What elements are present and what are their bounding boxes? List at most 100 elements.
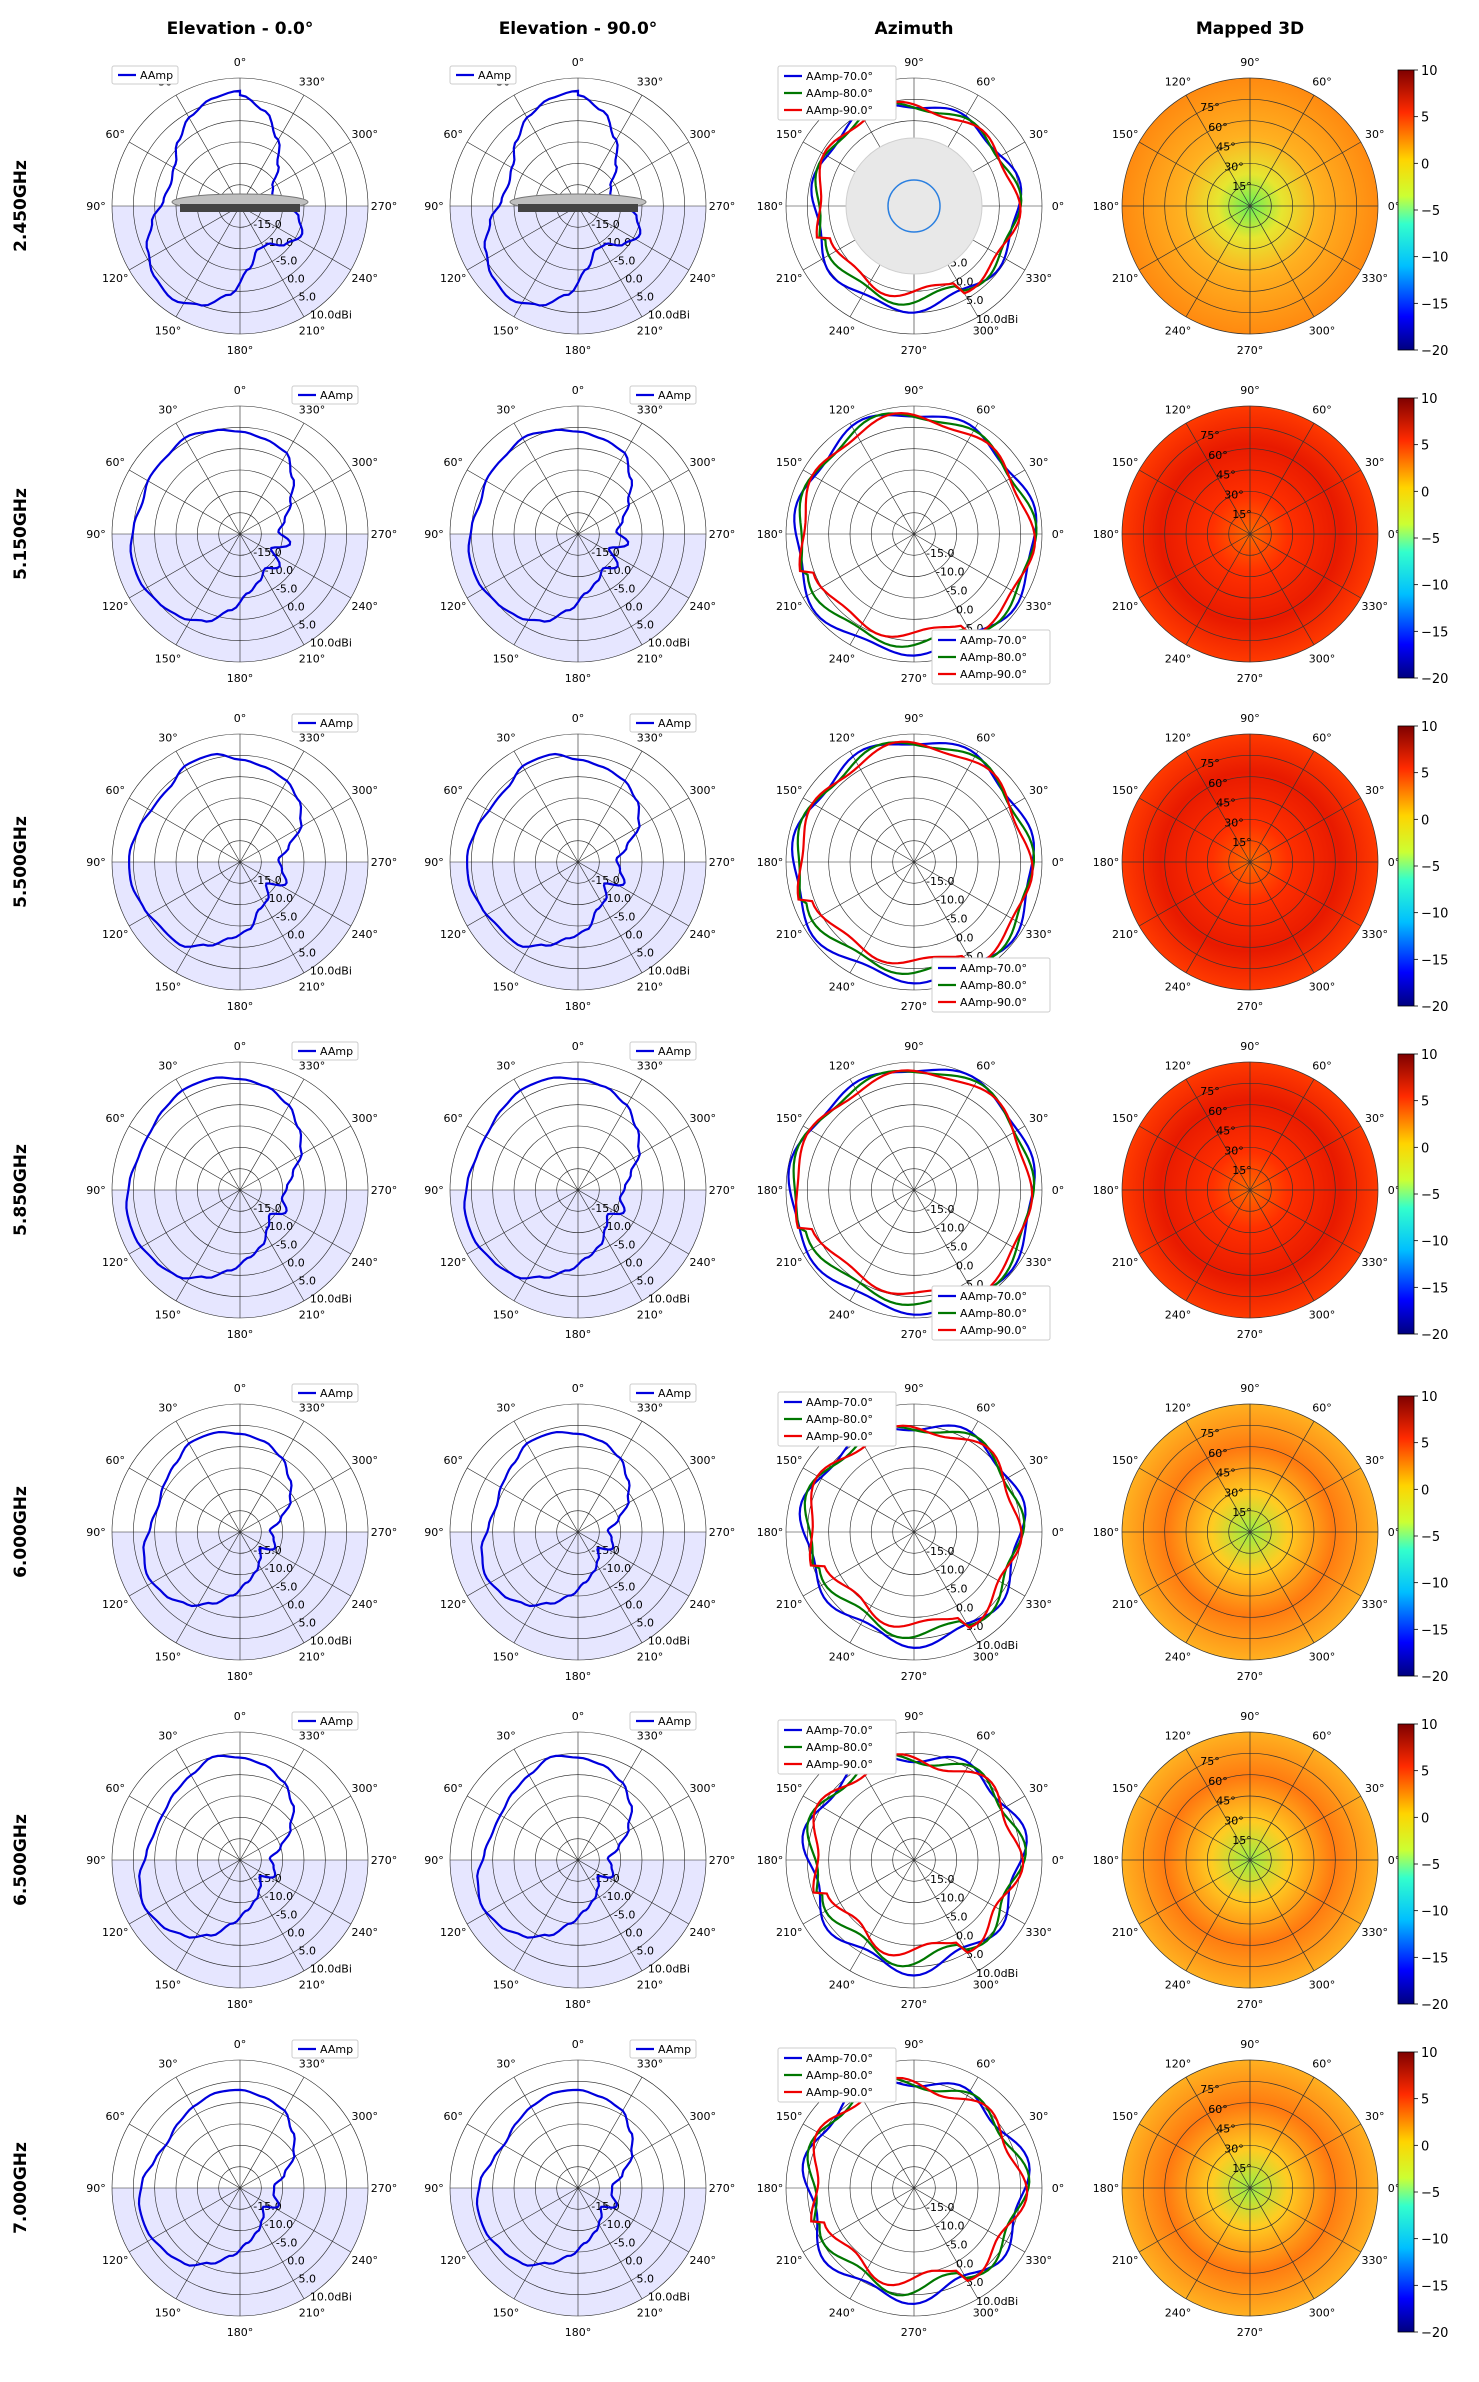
angle-tick-label: 270° (1237, 344, 1264, 357)
radial-tick-label: -5.0 (614, 1908, 635, 1921)
angle-tick-label: 270° (709, 200, 736, 213)
radial-tick-label: 0.0 (625, 272, 643, 285)
angle-tick-label: 330° (637, 75, 664, 88)
angle-tick-label: 180° (227, 2326, 254, 2339)
angle-tick-label: 180° (1093, 1184, 1120, 1197)
angle-tick-label: 270° (709, 528, 736, 541)
grid-spoke (128, 797, 241, 863)
angle-tick-label: 120° (440, 272, 467, 285)
legend-label: AAmp-80.0° (806, 87, 873, 100)
angle-tick-label: 180° (1093, 200, 1120, 213)
grid-spoke (513, 1859, 579, 1972)
angle-tick-label: 30° (158, 1401, 178, 1414)
legend-label: AAmp-90.0° (960, 1324, 1027, 1337)
angle-tick-label: 90° (1240, 1710, 1260, 1723)
grid-spoke (128, 1467, 241, 1533)
angle-tick-label: 330° (1361, 1256, 1388, 1269)
angle-tick-label: 150° (155, 1309, 182, 1322)
grid-spoke (128, 2123, 241, 2189)
colorbar-tick-label: −15 (1421, 297, 1448, 312)
colorbar-tick-label: 10 (1421, 720, 1438, 735)
grid-spoke (466, 1795, 579, 1861)
angle-tick-label: 240° (689, 2254, 716, 2267)
radial-tick-label: -10.0 (936, 566, 964, 579)
row-frequency-label: 6.000GHz (11, 1486, 31, 1578)
elevation-panel: 0°30°60°90°120°150°180°210°240°270°300°3… (86, 1382, 397, 1683)
grid-spoke (849, 533, 915, 646)
grid-spoke (175, 750, 241, 863)
grid-spoke (802, 1531, 915, 1597)
grid-spoke (1249, 2187, 1362, 2253)
grid-spoke (1185, 1420, 1251, 1533)
legend-label: AAmp-90.0° (806, 104, 873, 117)
angle-tick-label: 180° (1093, 2182, 1120, 2195)
angle-tick-label: 60° (976, 2057, 996, 2070)
angle-tick-label: 120° (102, 600, 129, 613)
theta-tick-label: 75° (1200, 1427, 1220, 1440)
angle-tick-label: 330° (637, 1401, 664, 1414)
colorbar-tick-label: −20 (1421, 1000, 1448, 1015)
grid-spoke (239, 750, 305, 863)
angle-tick-label: 0° (1388, 1854, 1401, 1867)
angle-tick-label: 270° (901, 1000, 928, 1013)
legend-label: AAmp-80.0° (960, 1307, 1027, 1320)
radial-tick-label: -10.0 (603, 892, 631, 905)
radial-tick-label: 5.0 (299, 290, 317, 303)
grid-spoke (513, 2076, 579, 2189)
angle-tick-label: 330° (1025, 928, 1052, 941)
angle-tick-label: 240° (689, 272, 716, 285)
elevation-panel: 0°30°60°90°120°150°180°210°240°270°300°3… (424, 56, 735, 357)
angle-tick-label: 270° (709, 1854, 736, 1867)
theta-tick-label: 60° (1208, 777, 1228, 790)
radial-tick-label: -5.0 (946, 1583, 967, 1596)
angle-tick-label: 330° (299, 2057, 326, 2070)
colorbar-tick-label: −15 (1421, 953, 1448, 968)
angle-tick-label: 0° (234, 2038, 247, 2051)
theta-tick-label: 30° (1224, 2142, 1244, 2155)
angle-tick-label: 270° (371, 528, 398, 541)
angle-tick-label: 120° (1165, 75, 1192, 88)
angle-tick-label: 30° (158, 731, 178, 744)
angle-tick-label: 150° (155, 2307, 182, 2320)
legend-label: AAmp-90.0° (806, 1430, 873, 1443)
grid-spoke (849, 1531, 915, 1644)
legend-box (629, 1041, 697, 1061)
radial-tick-label: 5.0 (637, 2272, 655, 2285)
grid-spoke (577, 861, 643, 974)
theta-tick-label: 45° (1216, 141, 1236, 154)
series-line-aamp-80 (806, 2076, 1031, 2297)
theta-tick-label: 15° (1232, 2162, 1252, 2175)
legend-box (629, 713, 697, 733)
angle-tick-label: 180° (1093, 856, 1120, 869)
radial-tick-label: 5.0 (299, 946, 317, 959)
legend-box (291, 1041, 359, 1061)
grid-spoke (1138, 533, 1251, 599)
grid-spoke (466, 2187, 579, 2253)
angle-tick-label: 0° (572, 2038, 585, 2051)
grid-spoke (913, 1189, 979, 1302)
angle-tick-label: 270° (901, 1998, 928, 2011)
angle-tick-label: 150° (493, 325, 520, 338)
angle-tick-label: 210° (1112, 1926, 1139, 1939)
azimuth-panel: 0°30°60°90°120°150°180°210°240°270°300°3… (757, 56, 1065, 357)
angle-tick-label: 210° (299, 325, 326, 338)
angle-tick-label: 120° (1165, 403, 1192, 416)
angle-tick-label: 0° (1388, 528, 1401, 541)
angle-tick-label: 240° (689, 928, 716, 941)
angle-tick-label: 330° (299, 403, 326, 416)
angle-tick-label: 0° (1388, 2182, 1401, 2195)
angle-tick-label: 120° (102, 1598, 129, 1611)
angle-tick-label: 60° (106, 2110, 126, 2123)
grid-spoke (802, 1189, 915, 1255)
angle-tick-label: 180° (565, 1670, 592, 1683)
series-line-aamp (476, 1754, 634, 1939)
grid-spoke (1249, 861, 1315, 974)
angle-tick-label: 120° (102, 2254, 129, 2267)
radial-tick-label: 0.0 (625, 600, 643, 613)
angle-tick-label: 30° (1029, 1112, 1049, 1125)
angle-tick-label: 210° (637, 1651, 664, 1664)
angle-tick-label: 150° (776, 1112, 803, 1125)
angle-tick-label: 60° (1312, 1059, 1332, 1072)
angle-tick-label: 150° (776, 456, 803, 469)
grid-spoke (1185, 861, 1251, 974)
